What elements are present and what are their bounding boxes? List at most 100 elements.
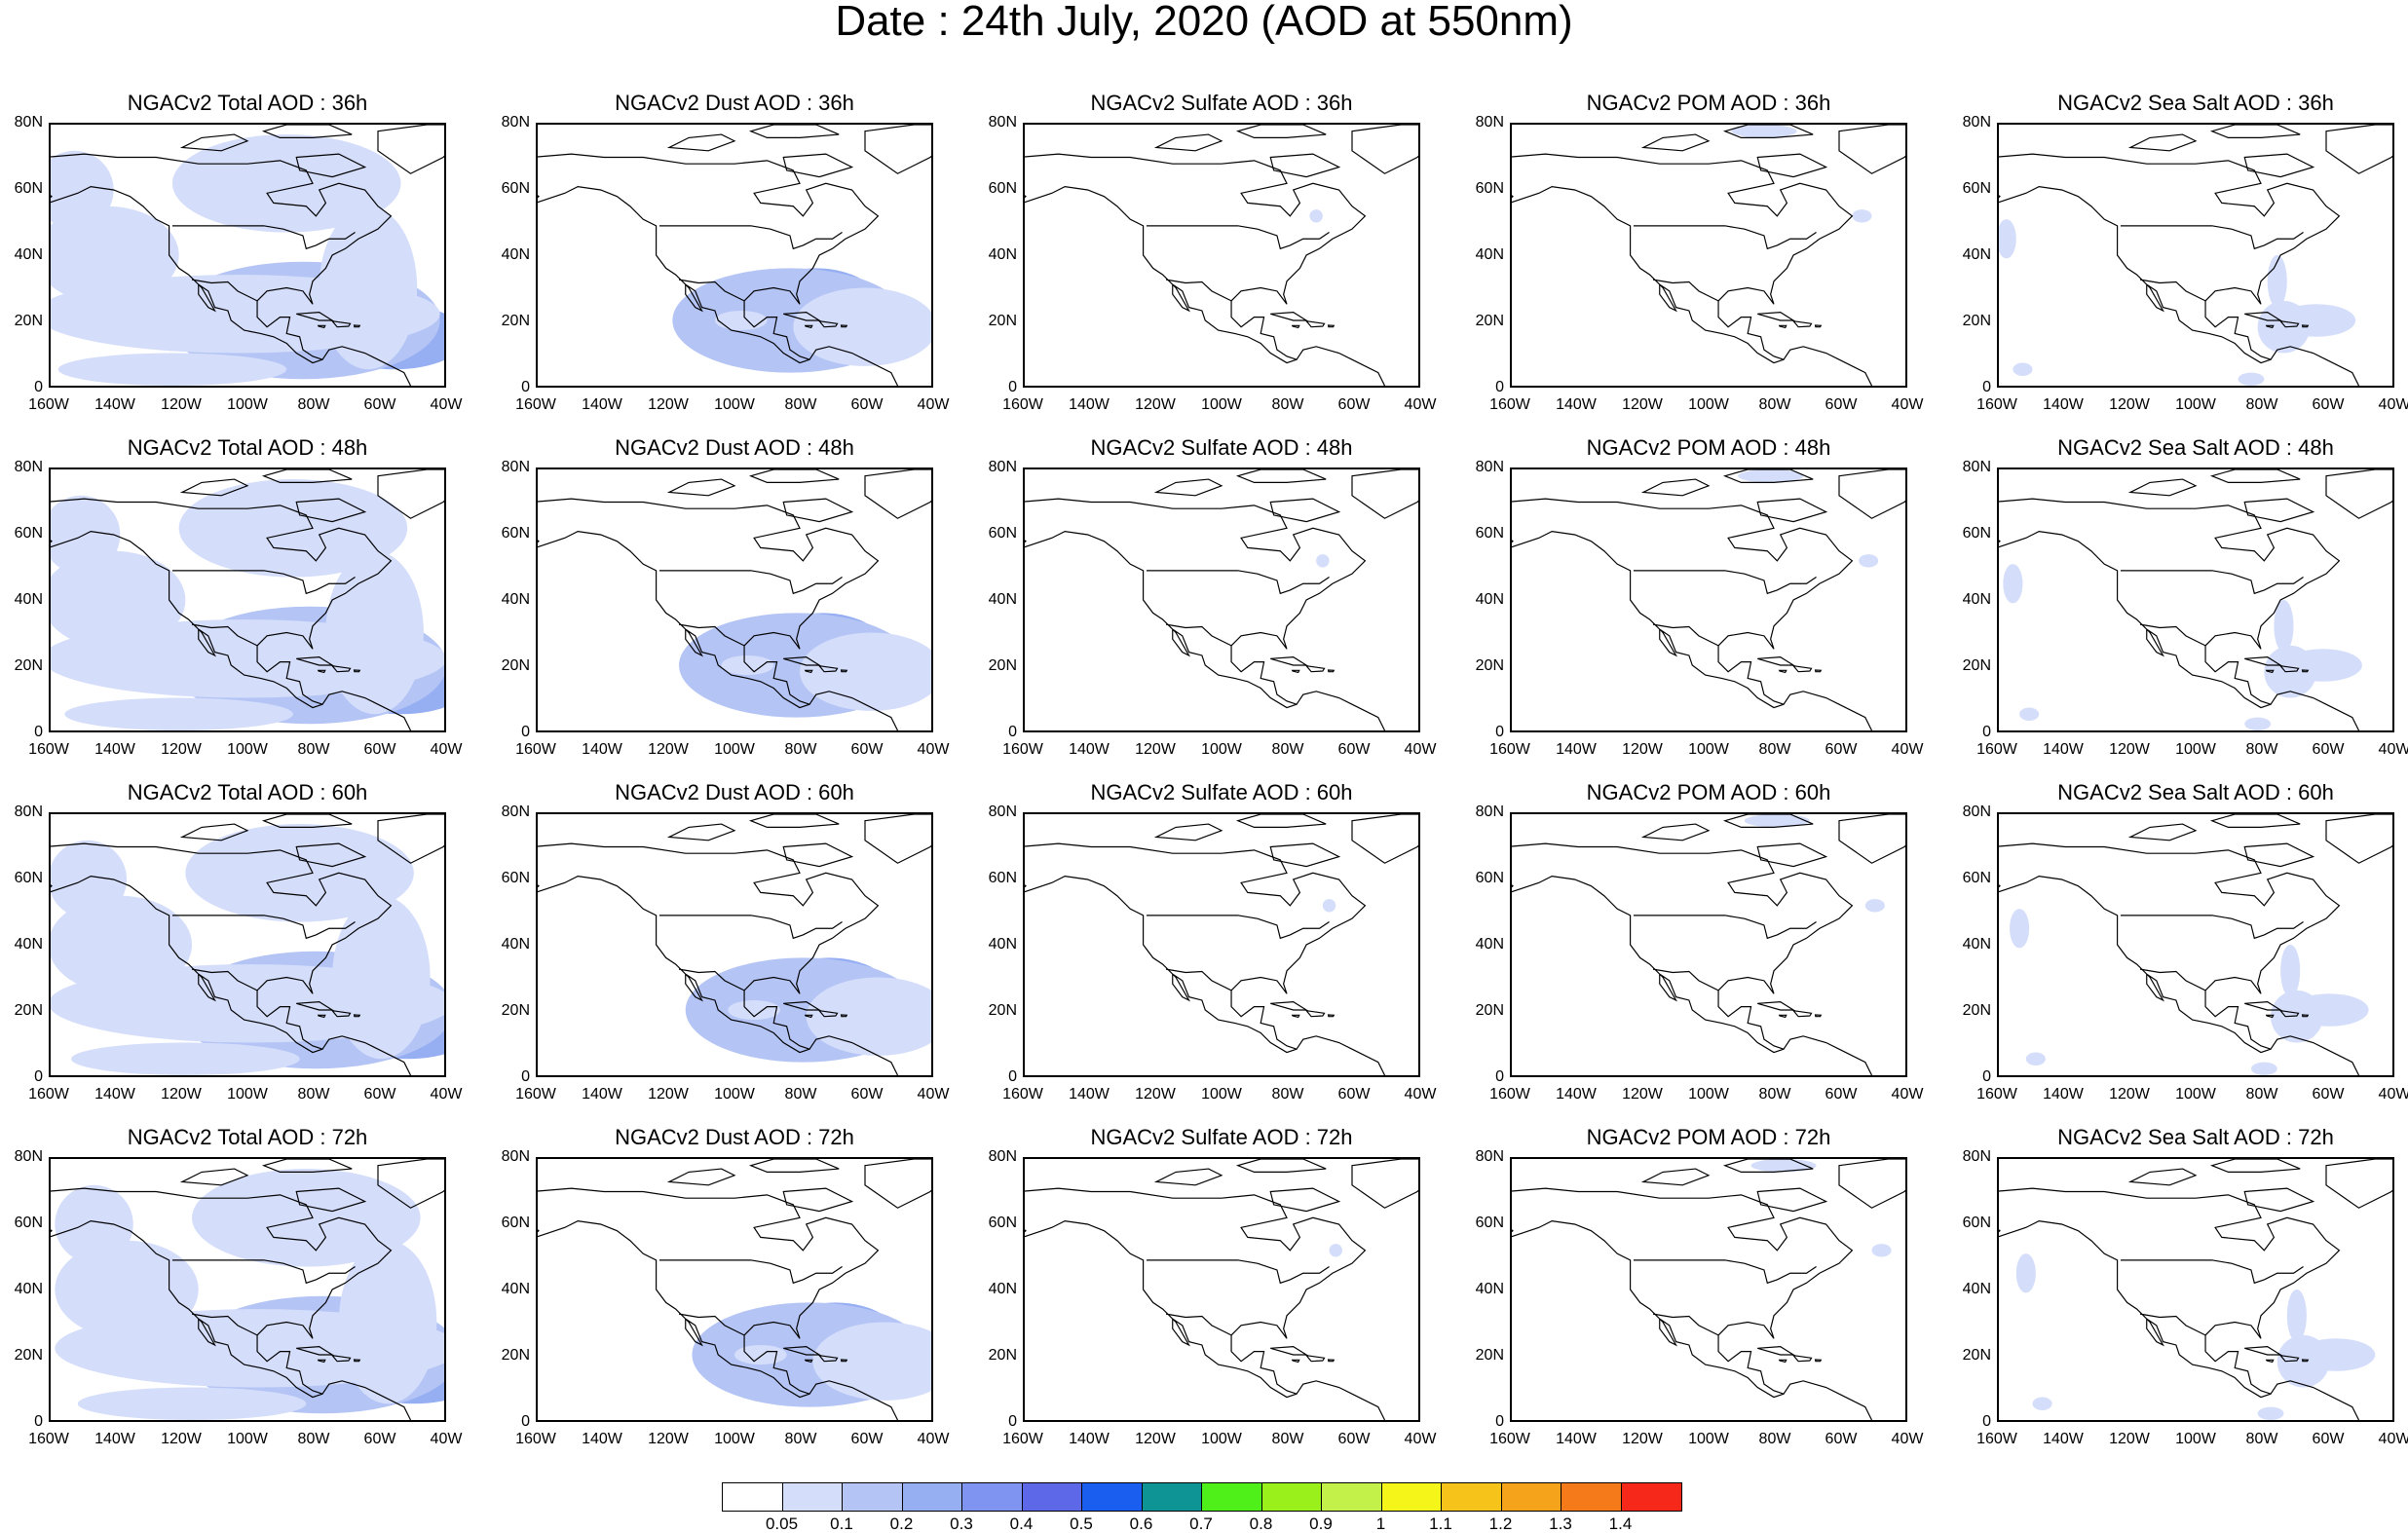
coastline: [538, 842, 899, 1075]
coastline: [1999, 1220, 2272, 1399]
lat-tick-label: 40N: [14, 246, 43, 263]
lat-tick-label: 40N: [988, 246, 1017, 263]
lat-tick-label: 60N: [1962, 525, 1991, 542]
lat-tick-label: 40N: [14, 1281, 43, 1297]
lon-tick-label: 140W: [582, 396, 622, 413]
lat-tick-label: 20N: [14, 657, 43, 674]
lon-tick-label: 40W: [2378, 741, 2408, 758]
coastline: [1814, 669, 1823, 673]
lat-tick-label: 80N: [14, 1148, 43, 1165]
lat-tick-label: 60N: [988, 525, 1017, 542]
coastline: [538, 498, 899, 730]
map-panel: [536, 1157, 933, 1422]
lat-tick-label: 80N: [1962, 804, 1991, 820]
coastline: [1351, 469, 1418, 519]
lon-tick-label: 120W: [1135, 396, 1176, 413]
coastline: [1722, 1159, 1814, 1173]
coastline: [658, 570, 843, 595]
lon-tick-label: 60W: [850, 1431, 884, 1447]
coastline: [1757, 1346, 1796, 1356]
lon-tick-label: 140W: [2043, 741, 2084, 758]
lat-tick-label: 40N: [1475, 246, 1504, 263]
map-panel: [536, 812, 933, 1077]
lon-tick-label: 60W: [850, 1086, 884, 1103]
coastline: [1999, 498, 2360, 730]
lon-tick-label: 160W: [1489, 1086, 1530, 1103]
lat-tick-label: 80N: [14, 114, 43, 131]
colorbar-swatch: [1501, 1483, 1561, 1511]
lon-tick-label: 80W: [1271, 741, 1304, 758]
coastline: [666, 1168, 736, 1186]
lon-tick-label: 60W: [2312, 1431, 2345, 1447]
coastline: [2243, 498, 2315, 523]
aod-plume: [2013, 362, 2033, 376]
map-plot: [1512, 1159, 1905, 1420]
map-plot: [1025, 469, 1418, 730]
coastline: [817, 1354, 839, 1363]
lon-tick-label: 120W: [1135, 741, 1176, 758]
map-panel: [49, 812, 446, 1077]
coastline: [1512, 186, 1785, 364]
aod-plume: [800, 632, 931, 711]
coastline: [1165, 279, 1232, 302]
lat-tick-label: 40N: [1962, 591, 1991, 608]
map-panel: [1510, 812, 1907, 1077]
coastline: [2325, 1159, 2392, 1209]
lat-tick-label: 40N: [1475, 591, 1504, 608]
coastline: [1153, 823, 1223, 841]
map-panel: [49, 123, 446, 388]
lon-tick-label: 140W: [2043, 1086, 2084, 1103]
coastline: [782, 1187, 854, 1213]
coastline: [538, 186, 810, 364]
map-panel: [536, 123, 933, 388]
lat-tick-label: 20N: [14, 313, 43, 329]
lon-tick-label: 100W: [714, 1086, 755, 1103]
aod-plume: [192, 1169, 421, 1267]
lon-tick-label: 140W: [1556, 741, 1597, 758]
lon-tick-label: 120W: [648, 1431, 689, 1447]
lon-tick-label: 160W: [28, 1431, 69, 1447]
coastline: [864, 814, 931, 864]
aod-plume: [325, 550, 424, 715]
aod-plume: [185, 824, 414, 922]
lat-tick-label: 80N: [1475, 459, 1504, 475]
aod-plume: [2276, 304, 2356, 337]
lon-tick-label: 100W: [714, 1431, 755, 1447]
lat-tick-label: 80N: [1475, 114, 1504, 131]
lon-tick-label: 60W: [2312, 1086, 2345, 1103]
lon-tick-label: 160W: [28, 1086, 69, 1103]
colorbar-swatch: [1322, 1483, 1382, 1511]
lon-tick-label: 160W: [1002, 396, 1043, 413]
coastline: [2209, 469, 2301, 483]
coastline: [2301, 324, 2310, 328]
lat-tick-label: 40N: [1962, 246, 1991, 263]
lat-tick-label: 60N: [501, 180, 530, 197]
coastline: [1327, 1359, 1336, 1363]
map-panel: [1997, 812, 2394, 1077]
lon-tick-label: 120W: [648, 1086, 689, 1103]
lat-tick-label: 20N: [1475, 313, 1504, 329]
coastline: [1722, 814, 1814, 828]
aod-plume: [2025, 1052, 2046, 1066]
map-panel: [1997, 467, 2394, 732]
colorbar-tick-label: 0.7: [1189, 1514, 1213, 1533]
lat-tick-label: 40N: [988, 591, 1017, 608]
coastline: [1722, 469, 1814, 483]
coastline: [2325, 125, 2392, 174]
coastline: [2139, 968, 2206, 991]
coastline: [261, 469, 353, 483]
lat-tick-label: 80N: [1962, 114, 1991, 131]
lon-tick-label: 120W: [1135, 1431, 1176, 1447]
lon-tick-label: 160W: [1002, 1086, 1043, 1103]
panel-title: NGACv2 Sulfate AOD : 36h: [1090, 91, 1353, 115]
lon-tick-label: 100W: [1688, 1431, 1729, 1447]
colorbar-tick-label: 1: [1375, 1514, 1386, 1533]
coastline: [1838, 1159, 1905, 1209]
lon-tick-label: 60W: [1825, 396, 1858, 413]
coastline: [179, 133, 249, 152]
coastline: [330, 1354, 352, 1363]
panel-title: NGACv2 POM AOD : 48h: [1586, 435, 1831, 460]
coastline: [2301, 669, 2310, 673]
lon-tick-label: 100W: [2175, 741, 2216, 758]
lon-tick-label: 40W: [1891, 396, 1924, 413]
